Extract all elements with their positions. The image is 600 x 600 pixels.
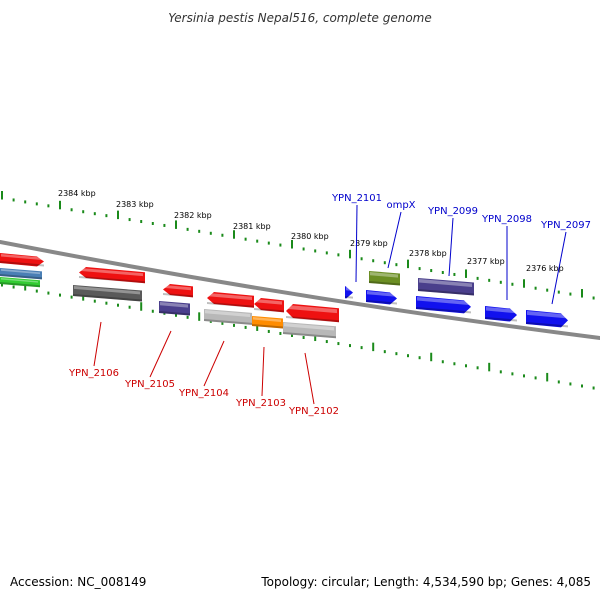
callout-line: [304, 352, 315, 405]
gene-label: YPN_2097: [540, 220, 591, 231]
gene-label: YPN_2101: [331, 193, 382, 204]
gene-label: YPN_2103: [235, 398, 286, 409]
ruler-label: 2383 kbp: [116, 200, 154, 209]
gene-feature: [207, 292, 254, 308]
gene-feature: [345, 286, 353, 299]
ruler-label: 2379 kbp: [350, 239, 388, 248]
ruler-label: 2376 kbp: [526, 264, 564, 273]
gene-label: ompX: [386, 200, 415, 211]
gene-label: YPN_2102: [288, 406, 339, 417]
gene-feature: [416, 296, 471, 314]
genome-summary: Topology: circular; Length: 4,534,590 bp…: [260, 575, 591, 589]
callout-line: [387, 211, 402, 269]
gene-feature: [283, 322, 336, 339]
gene-feature: [418, 278, 474, 296]
genome-backbone: [0, 240, 600, 340]
accession-label: Accession: NC_008149: [10, 575, 146, 589]
ruler-labels: 2384 kbp 2383 kbp 2382 kbp 2381 kbp 2380 kbp…: [58, 189, 564, 273]
gene-feature: [369, 271, 400, 286]
callout-line: [261, 346, 265, 397]
gene-label: YPN_2105: [124, 379, 175, 390]
callout-line: [203, 340, 225, 387]
gene-feature: [252, 316, 283, 329]
gene-feature: [73, 285, 142, 302]
ruler-label: 2380 kbp: [291, 232, 329, 241]
gene-feature: [163, 284, 193, 298]
ruler-label: 2378 kbp: [409, 249, 447, 258]
gene-label: YPN_2104: [178, 388, 229, 399]
ruler-label: 2384 kbp: [58, 189, 96, 198]
gene-feature: [0, 268, 42, 280]
gene-feature: [159, 301, 190, 316]
gene-feature: [485, 306, 517, 322]
ruler-ticks-upper: [1, 191, 595, 300]
gene-feature: [79, 267, 145, 284]
map-title: Yersinia pestis Nepal516, complete genom…: [168, 11, 431, 25]
gene-feature: [204, 309, 252, 325]
gene-feature: [0, 253, 44, 267]
ruler-label: 2382 kbp: [174, 211, 212, 220]
gene-label: YPN_2098: [481, 214, 532, 225]
gene-label: YPN_2099: [427, 206, 478, 217]
gene-feature: [0, 277, 40, 288]
gene-features: [0, 253, 568, 339]
callout-line: [448, 217, 454, 277]
ruler-label: 2381 kbp: [233, 222, 271, 231]
gene-label: YPN_2106: [68, 368, 119, 379]
callout-line: [551, 231, 567, 305]
gene-feature: [366, 290, 397, 305]
callout-line: [355, 204, 358, 283]
gene-feature: [254, 298, 284, 313]
callout-line: [93, 321, 102, 367]
callout-line: [149, 330, 172, 378]
gene-feature: [286, 304, 339, 323]
gene-feature: [526, 310, 568, 328]
ruler-label: 2377 kbp: [467, 257, 505, 266]
